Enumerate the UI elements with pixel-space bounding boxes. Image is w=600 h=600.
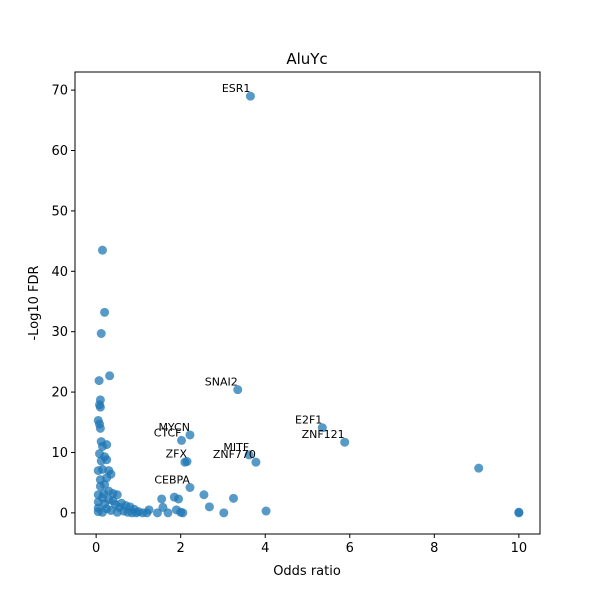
data-point (96, 328, 106, 338)
x-tick-label: 10 (511, 541, 528, 556)
data-point (340, 437, 350, 447)
data-point (317, 423, 327, 433)
data-point (100, 307, 110, 317)
point-annotation: CEBPA (154, 473, 190, 486)
x-tick-label: 0 (92, 541, 100, 556)
data-point (199, 490, 209, 500)
y-tick-label: 70 (51, 84, 68, 99)
x-tick-label: 4 (261, 541, 269, 556)
data-point (177, 435, 187, 445)
x-tick-label: 8 (430, 541, 438, 556)
point-annotation: ZNF121 (302, 428, 345, 441)
point-annotation: E2F1 (295, 414, 322, 427)
data-point (112, 507, 122, 517)
y-tick-label: 50 (51, 204, 68, 219)
y-tick-label: 30 (51, 325, 68, 340)
data-point (100, 479, 110, 489)
x-tick-label: 6 (346, 541, 354, 556)
data-point (204, 502, 214, 512)
data-point (185, 482, 195, 492)
data-point (245, 91, 255, 101)
data-point (102, 440, 112, 450)
data-point (219, 508, 229, 518)
data-point (97, 245, 107, 255)
data-point (105, 371, 115, 381)
data-point (474, 463, 484, 473)
data-point (174, 494, 184, 504)
data-point (229, 493, 239, 503)
data-point (233, 385, 243, 395)
y-tick-label: 10 (51, 446, 68, 461)
points-layer (93, 91, 524, 518)
data-point (514, 507, 524, 517)
y-tick-label: 0 (60, 506, 68, 521)
data-point (95, 402, 105, 412)
point-annotation: ZFX (166, 448, 188, 461)
data-point (152, 508, 162, 518)
x-axis-label: Odds ratio (273, 564, 341, 579)
point-annotation: SNAI2 (205, 376, 238, 389)
annotations-layer: ESR1 SNAI2 MYCN E2F1 CTCF MITF ZNF121 ZFX ZNF770… (154, 82, 345, 486)
y-tick-label: 20 (51, 386, 68, 401)
y-tick-label: 60 (51, 144, 68, 159)
y-axis: 0 10 20 30 40 50 60 70 (51, 84, 75, 521)
x-axis: 0 2 4 6 8 10 (92, 534, 527, 556)
y-axis-label: -Log10 FDR (27, 265, 42, 340)
point-annotation: ESR1 (222, 82, 251, 95)
data-point (163, 508, 173, 518)
chart-title: AluYc (286, 50, 327, 68)
data-point (102, 455, 112, 465)
point-annotation: MITF (223, 441, 249, 454)
data-point (261, 506, 271, 516)
x-tick-label: 2 (177, 541, 185, 556)
data-point (251, 457, 261, 467)
data-point (180, 457, 190, 467)
data-point (157, 494, 167, 504)
point-annotation: ZNF770 (213, 448, 256, 461)
point-annotation: MYCN (158, 421, 190, 434)
point-annotation: CTCF (154, 426, 182, 439)
plot-frame (74, 71, 541, 535)
data-point (97, 507, 107, 517)
data-point (142, 508, 152, 518)
data-point (244, 450, 254, 460)
data-point (185, 430, 195, 440)
data-point (178, 508, 188, 518)
y-tick-label: 40 (51, 265, 68, 280)
data-point (94, 376, 104, 386)
data-point (131, 508, 141, 518)
data-point (95, 423, 105, 433)
